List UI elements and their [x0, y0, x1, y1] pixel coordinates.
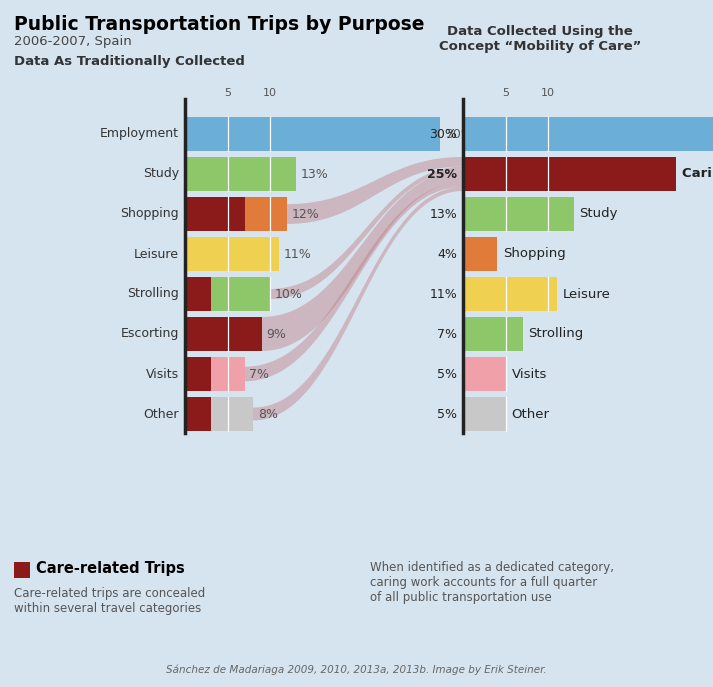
Text: Public Transportation Trips by Purpose: Public Transportation Trips by Purpose [14, 15, 424, 34]
Text: 11%: 11% [429, 287, 457, 300]
Bar [463, 117, 713, 151]
Bar [185, 277, 270, 311]
Text: 2006-2007, Spain: 2006-2007, Spain [14, 35, 132, 48]
Text: 4%: 4% [437, 247, 457, 260]
Text: 9%: 9% [267, 328, 287, 341]
Bar [14, 562, 30, 578]
Polygon shape [262, 170, 463, 351]
Text: 10%: 10% [275, 287, 303, 300]
Text: 5: 5 [502, 88, 509, 98]
Text: 10: 10 [263, 88, 277, 98]
Bar [185, 357, 210, 391]
Text: Data Collected Using the
Concept “Mobility of Care”: Data Collected Using the Concept “Mobili… [438, 25, 641, 53]
Text: 7%: 7% [437, 328, 457, 341]
Polygon shape [245, 183, 463, 381]
Polygon shape [287, 157, 463, 224]
Bar [185, 157, 295, 191]
Bar [185, 397, 210, 431]
Text: 5%: 5% [437, 368, 457, 381]
Text: Shopping: Shopping [120, 207, 179, 221]
Bar [463, 357, 506, 391]
Bar [185, 197, 245, 231]
Bar [185, 277, 210, 311]
Text: Shopping: Shopping [503, 247, 565, 260]
Bar [185, 317, 262, 351]
Text: 13%: 13% [429, 207, 457, 221]
Text: Caring Work: Caring Work [682, 168, 713, 181]
Text: Sánchez de Madariaga 2009, 2010, 2013a, 2013b. Image by Erik Steiner.: Sánchez de Madariaga 2009, 2010, 2013a, … [165, 664, 546, 675]
Bar [463, 277, 557, 311]
Polygon shape [270, 166, 463, 299]
Text: 30%: 30% [429, 128, 457, 141]
Text: 10: 10 [541, 88, 555, 98]
Bar [463, 197, 573, 231]
Bar [185, 397, 253, 431]
Text: 11%: 11% [284, 247, 312, 260]
Bar [185, 357, 245, 391]
Text: Other: Other [511, 407, 550, 420]
Bar [185, 197, 287, 231]
Text: Strolling: Strolling [127, 287, 179, 300]
Text: Other: Other [143, 407, 179, 420]
Text: Study: Study [143, 168, 179, 181]
Text: Care-related Trips: Care-related Trips [36, 561, 185, 576]
Text: Care-related trips are concealed
within several travel categories: Care-related trips are concealed within … [14, 587, 205, 615]
Bar [463, 237, 497, 271]
Text: Data As Traditionally Collected: Data As Traditionally Collected [14, 55, 245, 68]
Text: Leisure: Leisure [134, 247, 179, 260]
Text: Visits: Visits [146, 368, 179, 381]
Text: Visits: Visits [511, 368, 547, 381]
Text: 5: 5 [224, 88, 231, 98]
Text: 8%: 8% [258, 407, 278, 420]
Text: Employment: Employment [100, 128, 179, 141]
Text: Strolling: Strolling [528, 328, 584, 341]
Text: When identified as a dedicated category,
caring work accounts for a full quarter: When identified as a dedicated category,… [370, 561, 614, 604]
Polygon shape [253, 187, 463, 420]
Bar [185, 237, 279, 271]
Text: 25%: 25% [427, 168, 457, 181]
Text: 30%: 30% [445, 128, 473, 141]
Text: Study: Study [580, 207, 618, 221]
Text: 7%: 7% [250, 368, 270, 381]
Text: Leisure: Leisure [563, 287, 610, 300]
Bar [463, 397, 506, 431]
Text: 13%: 13% [300, 168, 328, 181]
Text: 5%: 5% [437, 407, 457, 420]
Bar [185, 117, 440, 151]
Bar [463, 317, 523, 351]
Text: 12%: 12% [292, 207, 319, 221]
Bar [463, 157, 675, 191]
Text: Escorting: Escorting [120, 328, 179, 341]
